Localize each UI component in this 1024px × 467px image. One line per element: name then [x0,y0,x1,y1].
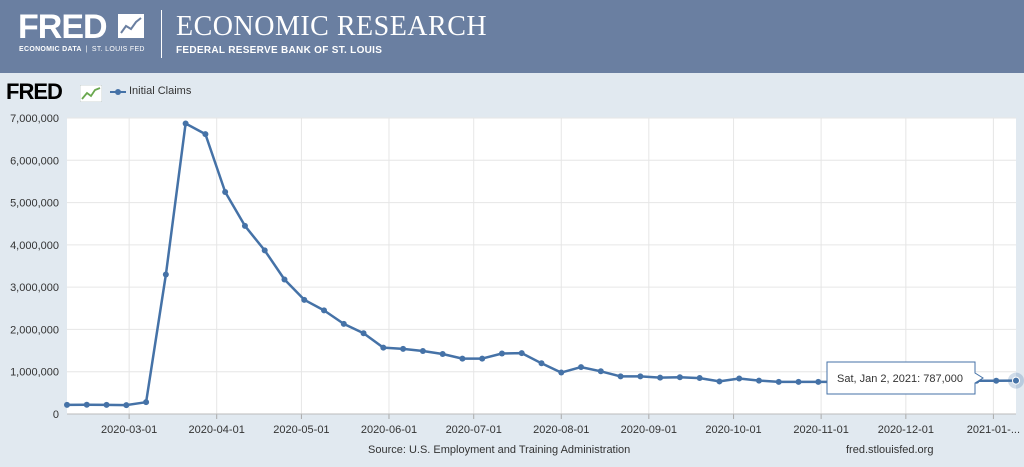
data-point [498,350,505,357]
legend-marker [115,89,121,95]
data-point [696,375,703,382]
data-point [518,350,525,357]
data-point [479,355,486,362]
data-point [637,373,644,380]
data-point [202,131,209,138]
y-tick-label: 7,000,000 [10,113,59,125]
data-point [558,369,565,376]
graph-line-chart-icon [80,85,102,102]
data-point [380,344,387,351]
top-banner: FRED ECONOMIC DATA | ST. LOUIS FED ECONOMI… [0,0,1024,73]
source-note: Source: U.S. Employment and Training Adm… [368,444,631,456]
x-tick-label: 2020-08-01 [533,424,589,436]
data-point [419,347,426,354]
x-tick-label: 2020-10-01 [705,424,761,436]
y-tick-label: 6,000,000 [10,155,59,167]
x-tick-label: 2020-04-01 [189,424,245,436]
tooltip: Sat, Jan 2, 2021: 787,000 [826,361,984,395]
source-url[interactable]: fred.stlouisfed.org [846,444,934,456]
data-point [241,222,248,229]
x-tick-label: 2020-11-01 [793,424,848,436]
legend-label: Initial Claims [129,85,192,97]
graph-fred-logo: FRED [6,79,63,104]
chart[interactable]: 0 1,000,000 2,000,000 3,000,000 4,000,000 5,0… [0,110,1024,445]
y-tick-label: 3,000,000 [10,282,59,294]
graph-header: FRED Initial Claims [0,73,1024,113]
logo-subtitle-separator: | [85,46,88,53]
data-point [815,378,822,385]
hover-point [1012,376,1020,385]
data-point [578,364,585,371]
x-tick-label: 2020-03-01 [101,424,157,436]
banner-divider [161,10,162,58]
tooltip-box [826,361,984,395]
y-tick-label: 4,000,000 [10,240,59,252]
tooltip-text: Sat, Jan 2, 2021: 787,000 [837,373,963,385]
x-tick-label: 2020-05-01 [273,424,329,436]
data-point [657,374,664,381]
banner-title[interactable]: ECONOMIC RESEARCH [176,11,488,42]
data-point [597,368,604,375]
data-point [736,375,743,382]
data-point [993,377,1000,384]
line-chart-icon [118,14,144,38]
data-point [439,350,446,357]
data-point [182,120,189,127]
data-point [617,373,624,380]
x-tick-label: 2020-07-01 [446,424,502,436]
data-point [360,330,367,337]
x-tick-label: 2021-01-... [967,424,1020,436]
data-point [83,401,90,408]
data-point [795,378,802,385]
data-point [340,320,347,327]
logo-subtitle: ECONOMIC DATA | ST. LOUIS FED [19,46,145,53]
data-point [261,247,268,254]
x-tick-label: 2020-12-01 [878,424,934,436]
y-tick-label: 2,000,000 [10,324,59,336]
data-point [459,355,466,362]
data-point [162,271,169,278]
data-point [281,276,288,283]
data-point [755,377,762,384]
fred-logo[interactable]: FRED [18,8,108,46]
tooltip-date: Sat, Jan 2, 2021: [837,373,923,385]
data-point [222,189,229,195]
y-tick-label: 0 [53,409,59,421]
y-tick-label: 1,000,000 [10,367,59,379]
data-point [103,401,110,408]
data-point [538,360,545,367]
banner-subtitle: FEDERAL RESERVE BANK OF ST. LOUIS [176,45,383,56]
data-point [321,307,328,314]
data-point [123,402,130,409]
y-tick-label: 5,000,000 [10,198,59,210]
tooltip-value: 787,000 [923,373,963,385]
x-tick-label: 2020-06-01 [361,424,417,436]
data-point [64,401,70,408]
logo-subtitle-left: ECONOMIC DATA [19,46,82,53]
x-tick-label: 2020-09-01 [621,424,677,436]
data-point [716,378,723,385]
logo-subtitle-right: ST. LOUIS FED [91,46,145,53]
data-point [143,399,150,406]
data-point [301,296,308,303]
data-point [676,374,683,381]
data-point [400,345,407,352]
data-point [775,378,782,385]
